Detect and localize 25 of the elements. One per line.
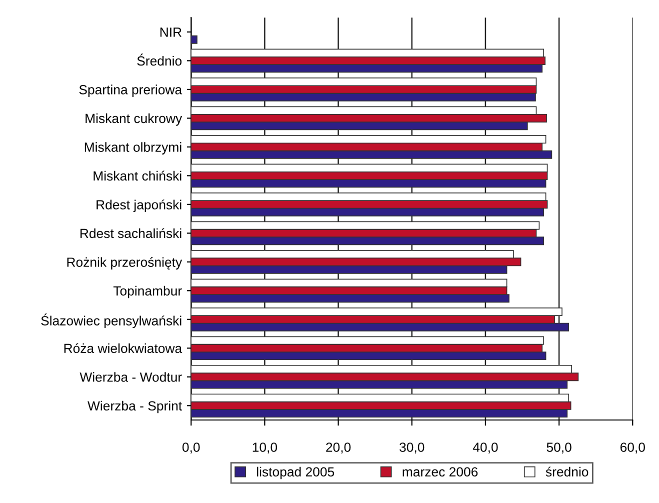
y-tick-label: Spartina preriowa xyxy=(79,84,182,97)
y-tick-label: NIR xyxy=(160,28,182,37)
y-tick-label: Topinambur xyxy=(113,286,182,298)
y-tick-label: Miskant cukrowy xyxy=(86,113,182,126)
x-tick-label: 50,0 xyxy=(546,442,572,454)
y-tick-label: Miskant chiński xyxy=(94,170,182,181)
x-tick-label: 10,0 xyxy=(252,442,278,454)
y-tick-label: Wierzba - Wodtur xyxy=(80,372,182,382)
y-tick-label: Róża wielokwiatowa xyxy=(64,343,182,354)
x-tick-label: 30,0 xyxy=(400,442,424,454)
x-tick-label: 20,0 xyxy=(326,442,351,454)
x-tick-label: 40,0 xyxy=(472,442,498,454)
legend-label: średnio xyxy=(546,466,588,477)
x-tick-label: 60,0 xyxy=(620,442,645,454)
y-tick-label: Ślazowiec pensylwański xyxy=(41,313,182,328)
y-tick-label: Średnio xyxy=(137,54,182,66)
y-tick-label: Miskant olbrzymi xyxy=(84,142,182,154)
y-tick-label: Rożnik przerośnięty xyxy=(67,257,182,270)
bar xyxy=(191,35,198,44)
legend-label: listopad 2005 xyxy=(257,466,334,480)
y-tick-label: Rdest japoński xyxy=(96,200,182,212)
y-tick-label: Rdest sachaliński xyxy=(80,228,182,238)
y-tick-label: Wierzba - Sprint xyxy=(88,400,182,414)
legend-label: marzec 2006 xyxy=(402,467,478,477)
x-tick-label: 0,0 xyxy=(182,442,200,454)
